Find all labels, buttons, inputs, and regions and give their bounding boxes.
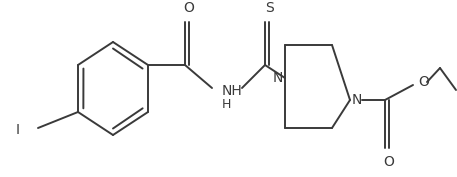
- Text: H: H: [222, 98, 231, 110]
- Text: O: O: [184, 1, 194, 15]
- Text: O: O: [383, 155, 394, 169]
- Text: S: S: [265, 1, 273, 15]
- Text: NH: NH: [222, 84, 243, 98]
- Text: N: N: [273, 71, 283, 85]
- Text: O: O: [418, 75, 429, 89]
- Text: I: I: [16, 123, 20, 137]
- Text: N: N: [352, 93, 362, 107]
